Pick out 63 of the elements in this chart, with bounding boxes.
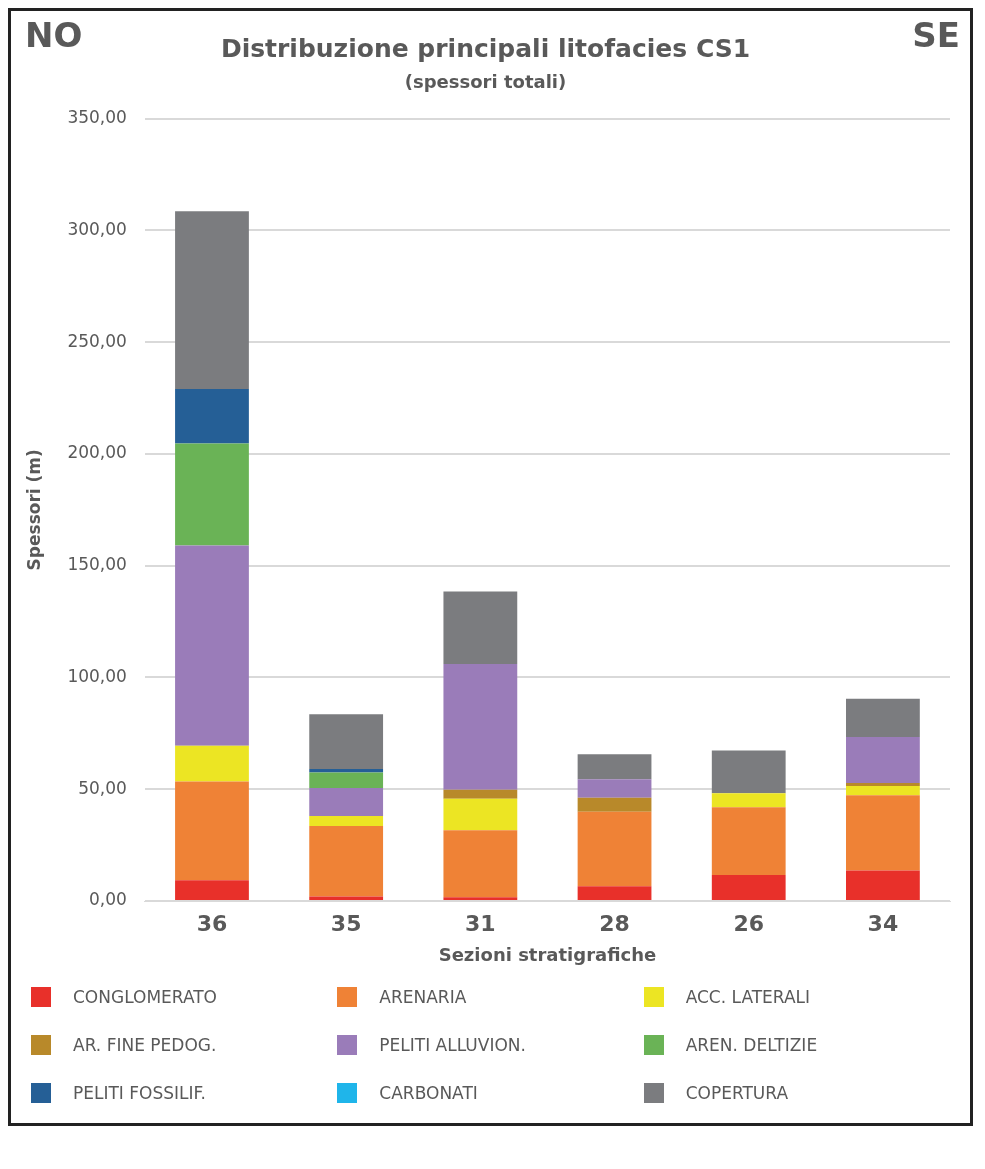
bar — [443, 664, 518, 790]
bar — [175, 880, 249, 900]
bar — [846, 785, 920, 796]
legend-label: CARBONATI — [379, 1083, 478, 1103]
legend-label: PELITI FOSSILIF. — [73, 1083, 206, 1103]
bar — [577, 797, 652, 812]
x-axis-title: Sezioni stratigrafiche — [438, 943, 657, 965]
bar — [577, 754, 652, 780]
bar — [577, 811, 652, 887]
bar — [309, 714, 384, 770]
y-tick-label: 150,00 — [67, 554, 127, 575]
bar — [443, 789, 518, 799]
legend-label: ACC. LATERALI — [685, 987, 811, 1007]
bar — [175, 545, 249, 746]
y-tick-label: 350,00 — [67, 107, 127, 128]
bar — [175, 745, 249, 782]
y-tick-label: 50,00 — [78, 777, 127, 798]
bar — [846, 782, 920, 786]
y-tick-label: 300,00 — [67, 218, 127, 239]
y-tick-label: 200,00 — [67, 442, 127, 463]
bar — [175, 211, 249, 390]
y-tick-label: 0,00 — [89, 889, 127, 910]
bar — [443, 830, 518, 898]
text: NO — [25, 14, 83, 55]
bar — [309, 788, 384, 817]
legend-label: COPERTURA — [685, 1083, 789, 1103]
bar — [443, 798, 518, 831]
text: SE — [912, 14, 960, 55]
chart-title: Distribuzione principali litofacies CS1 — [220, 33, 751, 63]
legend-label: PELITI ALLUVION. — [379, 1035, 526, 1055]
bar — [711, 807, 786, 876]
bar — [711, 793, 786, 808]
bar — [175, 389, 249, 444]
bar — [846, 795, 920, 871]
bar — [577, 779, 652, 798]
x-tick-label: 28 — [599, 910, 630, 936]
x-tick-label: 26 — [733, 910, 765, 936]
y-tick-label: 250,00 — [67, 330, 127, 351]
y-tick-label: 100,00 — [67, 665, 127, 686]
legend-label: CONGLOMERATO — [73, 987, 217, 1007]
bar — [443, 591, 518, 665]
x-tick-label: 35 — [330, 910, 362, 936]
bar — [309, 772, 384, 789]
bar — [711, 875, 786, 900]
bar — [309, 826, 384, 897]
bar — [846, 870, 920, 900]
bar — [175, 781, 249, 881]
bar — [443, 897, 518, 900]
bar — [711, 750, 786, 794]
chart-subtitle: (spessori totali) — [404, 71, 567, 93]
bar — [846, 698, 920, 737]
x-tick-label: 34 — [867, 910, 899, 936]
legend-label: AREN. DELTIZIE — [685, 1035, 818, 1055]
bar — [846, 736, 920, 783]
bar — [175, 443, 249, 546]
x-tick-label: 31 — [465, 910, 496, 936]
x-tick-label: 36 — [196, 910, 228, 936]
bar — [309, 769, 384, 773]
legend-label: AR. FINE PEDOG. — [73, 1035, 217, 1055]
legend-label: ARENARIA — [379, 987, 467, 1007]
y-axis-title: Spessori (m) — [23, 449, 44, 571]
bar — [309, 816, 384, 827]
bar — [577, 886, 652, 900]
